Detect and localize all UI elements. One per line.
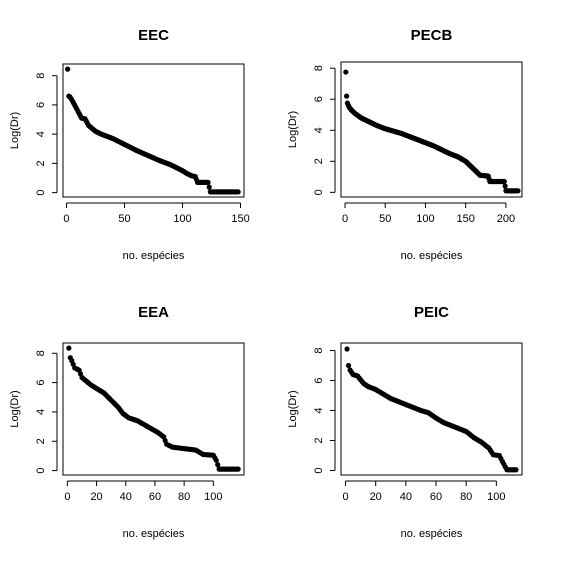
plot-frame	[62, 342, 245, 476]
x-tick-label: 60	[430, 491, 442, 503]
x-tick-label: 100	[204, 491, 222, 503]
data-point	[215, 462, 221, 468]
data-point	[502, 183, 508, 189]
data-point	[501, 178, 507, 185]
x-tick-label: 50	[118, 213, 130, 225]
x-tick-label: 0	[342, 491, 348, 503]
y-tick-label: 0	[35, 190, 47, 196]
x-tick-label: 150	[231, 213, 249, 225]
x-axis-label: no. espécies	[401, 528, 463, 540]
panel-title: EEC	[138, 27, 169, 44]
y-tick-label: 0	[313, 189, 325, 195]
panel-title: EEA	[138, 304, 169, 321]
x-tick-label: 0	[64, 491, 70, 503]
x-tick-label: 100	[416, 213, 434, 225]
x-tick-label: 60	[149, 491, 161, 503]
y-tick-label: 8	[313, 347, 325, 353]
data-point	[344, 346, 350, 352]
x-axis-label: no. espécies	[123, 528, 185, 540]
y-tick-label: 8	[313, 65, 325, 71]
data-point	[213, 457, 219, 463]
panel-title: PEIC	[414, 304, 449, 321]
y-axis-label: Log(Dr)	[287, 390, 299, 427]
y-tick-label: 2	[313, 437, 325, 443]
panel-eec: EEC no. espécies Log(Dr) 0 50 100 150 0 2 4 6 8	[9, 27, 250, 262]
y-axis-label: Log(Dr)	[9, 390, 21, 427]
x-axis-label: no. espécies	[401, 250, 463, 262]
y-tick-label: 4	[313, 127, 325, 133]
y-tick-label: 4	[313, 407, 325, 413]
panel-pecb: PECB no. espécies Log(Dr) 0 50 100 150 200 0 2…	[287, 27, 523, 262]
x-tick-label: 20	[90, 491, 102, 503]
x-tick-label: 200	[497, 213, 515, 225]
x-tick-label: 40	[120, 491, 132, 503]
y-tick-label: 0	[35, 468, 47, 474]
y-tick-label: 8	[35, 73, 47, 79]
data-point	[345, 362, 352, 369]
x-tick-label: 0	[63, 213, 69, 225]
plot-frame	[340, 342, 523, 476]
y-tick-label: 8	[35, 350, 47, 356]
y-tick-label: 0	[313, 467, 325, 473]
y-axis-label: Log(Dr)	[9, 112, 21, 149]
data-point	[206, 184, 212, 190]
data-point	[343, 69, 349, 75]
data-point	[515, 188, 521, 194]
plot-frame	[62, 63, 245, 198]
x-axis-label: no. espécies	[123, 250, 185, 262]
y-tick-label: 4	[35, 409, 47, 415]
x-tick-label: 50	[379, 213, 391, 225]
x-tick-label: 80	[460, 491, 472, 503]
data-point	[344, 93, 350, 99]
data-point	[205, 179, 211, 185]
x-tick-label: 80	[178, 491, 190, 503]
y-tick-label: 2	[35, 438, 47, 444]
y-tick-label: 6	[35, 102, 47, 108]
y-axis-label: Log(Dr)	[287, 111, 299, 148]
x-tick-label: 0	[342, 213, 348, 225]
x-tick-label: 150	[457, 213, 475, 225]
data-point	[65, 66, 71, 72]
y-tick-label: 6	[313, 96, 325, 102]
x-tick-label: 100	[487, 491, 505, 503]
y-tick-label: 4	[35, 131, 47, 137]
x-tick-label: 40	[400, 491, 412, 503]
panel-title: PECB	[411, 27, 453, 44]
x-tick-label: 20	[370, 491, 382, 503]
y-tick-label: 6	[35, 380, 47, 386]
y-tick-label: 2	[313, 158, 325, 164]
y-tick-label: 6	[313, 377, 325, 383]
y-tick-label: 2	[35, 160, 47, 166]
data-point	[235, 189, 241, 195]
data-point	[513, 467, 519, 473]
data-point	[66, 345, 72, 351]
panel-peic: PEIC no. espécies Log(Dr) 0 20 40 60 80 100 0 2…	[287, 304, 523, 540]
x-tick-label: 100	[173, 213, 191, 225]
plot-frame	[340, 61, 523, 198]
data-point	[235, 466, 241, 472]
panel-eea: EEA no. espécies Log(Dr) 0 20 40 60 80 100 0 2 4…	[9, 304, 245, 540]
